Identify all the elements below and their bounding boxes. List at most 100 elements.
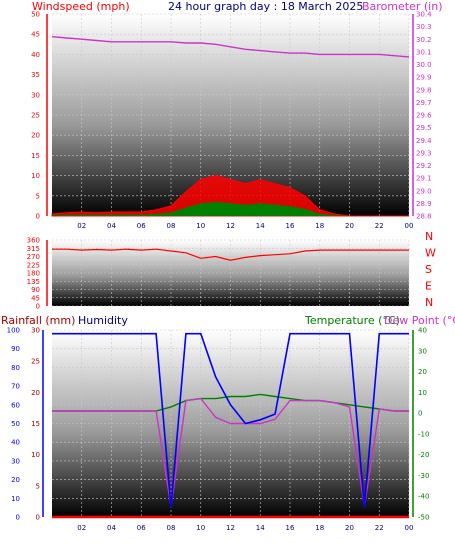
barometer-tick-label: 30.2	[416, 36, 432, 44]
wind-barometer-marks	[51, 36, 410, 217]
x-tick-label: 20	[345, 222, 354, 230]
barometer-tick-label: 30.3	[416, 23, 432, 31]
windspeed-y-axis: 0 5 10 15 20 25 30 35 40 45 50	[31, 11, 48, 221]
windspeed-tick-label: 35	[31, 71, 40, 79]
barometer-tick-label: 29.5	[416, 124, 432, 132]
windspeed-tick-label: 25	[31, 112, 40, 120]
temperature-tick-label: -50	[418, 514, 429, 522]
barometer-series	[51, 36, 410, 58]
barometer-tick-label: 29.4	[416, 137, 432, 145]
humidity-axis-label: Humidity	[78, 314, 128, 327]
direction-tick-label: 180	[27, 270, 40, 278]
x-tick-label: 00	[405, 524, 414, 532]
temperature-tick-label: 30	[418, 347, 427, 355]
humidity-tick-label: 25	[31, 358, 40, 366]
windspeed-tick-label: 30	[31, 91, 40, 99]
x-tick-label: 14	[256, 524, 265, 532]
rainfall-tick-label: 80	[11, 364, 20, 372]
x-tick-label: 02	[77, 222, 86, 230]
x-tick-label: 02	[77, 524, 86, 532]
barometer-tick-label: 29.0	[416, 187, 432, 195]
x-tick-label: 06	[137, 524, 146, 532]
compass-label: N	[425, 296, 433, 309]
windspeed-tick-label: 0	[36, 213, 40, 221]
humidity-temp-marks	[52, 332, 409, 519]
x-tick-label: 16	[286, 222, 295, 230]
x-tick-label: 00	[405, 222, 414, 230]
windspeed-series	[51, 175, 409, 217]
barometer-tick-label: 29.7	[416, 99, 432, 107]
x-tick-label: 14	[256, 222, 265, 230]
rainfall-tick-label: 10	[11, 495, 20, 503]
direction-tick-label: 0	[36, 303, 40, 311]
barometer-axis-label: Barometer (in)	[362, 0, 443, 13]
direction-tick-label: 135	[27, 278, 40, 286]
x-tick-label: 10	[196, 524, 205, 532]
temperature-tick-label: 0	[418, 410, 422, 418]
x-tick-label: 08	[167, 524, 176, 532]
temperature-tick-label: -40	[418, 493, 429, 501]
temperature-axis-label: Temperature (°C)	[304, 314, 400, 327]
x-tick-label: 06	[137, 222, 146, 230]
x-tick-label: 16	[286, 524, 295, 532]
dewpoint-series	[52, 397, 409, 507]
rainfall-tick-label: 0	[16, 514, 20, 522]
rainfall-tick-label: 90	[11, 345, 20, 353]
wind-x-axis: 02 04 06 08 10 12 14 16 18 20 22 00	[77, 222, 413, 230]
rainfall-y-axis: 0 10 20 30 40 50 60 70 80 90 100	[7, 327, 20, 522]
compass-label: E	[425, 280, 432, 293]
rainfall-tick-label: 30	[11, 457, 20, 465]
direction-tick-label: 270	[27, 253, 40, 261]
x-tick-label: 18	[315, 222, 324, 230]
barometer-tick-label: 28.9	[416, 200, 432, 208]
wind-grid	[52, 13, 410, 217]
humidity-tick-label: 15	[31, 420, 40, 428]
barometer-tick-label: 29.8	[416, 86, 432, 94]
wind-average-fill	[52, 201, 409, 216]
barometer-tick-label: 29.9	[416, 74, 432, 82]
x-tick-label: 10	[196, 222, 205, 230]
windspeed-tick-label: 10	[31, 172, 40, 180]
temperature-tick-label: -20	[418, 451, 429, 459]
humidity-tick-label: 20	[31, 389, 40, 397]
rainfall-tick-label: 40	[11, 439, 20, 447]
dewpoint-axis-label: Dew Point (°C)	[384, 314, 455, 327]
windspeed-tick-label: 40	[31, 51, 40, 59]
x-tick-label: 22	[375, 524, 384, 532]
graph-title: 24 hour graph day : 18 March 2025	[168, 0, 363, 13]
x-tick-label: 12	[226, 222, 235, 230]
humidity-x-axis: 02 04 06 08 10 12 14 16 18 20 22 00	[77, 524, 413, 532]
humidity-series	[52, 332, 409, 508]
temperature-tick-label: -10	[418, 430, 429, 438]
windspeed-tick-label: 50	[31, 11, 40, 19]
temperature-y-axis: -50 -40 -30 -20 -10 0 10 20 30 40	[418, 327, 429, 522]
humidity-tick-label: 30	[31, 327, 40, 335]
x-tick-label: 12	[226, 524, 235, 532]
rainfall-tick-label: 100	[7, 327, 20, 335]
compass-label: W	[425, 247, 436, 260]
barometer-tick-label: 30.0	[416, 61, 432, 69]
direction-tick-label: 225	[27, 261, 40, 269]
x-tick-label: 18	[315, 524, 324, 532]
direction-tick-label: 360	[27, 237, 40, 245]
windspeed-tick-label: 45	[31, 31, 40, 39]
barometer-tick-label: 29.2	[416, 162, 432, 170]
compass-label: N	[425, 230, 433, 243]
wind-direction-series	[52, 248, 409, 261]
humidity-y-axis: 0 5 10 15 20 25 30	[31, 327, 40, 522]
temperature-tick-label: 20	[418, 368, 427, 376]
windspeed-axis-label: Windspeed (mph)	[32, 0, 130, 13]
barometer-tick-label: 30.4	[416, 11, 432, 19]
windspeed-tick-label: 20	[31, 132, 40, 140]
direction-grid	[52, 239, 410, 307]
barometer-tick-label: 29.3	[416, 149, 432, 157]
barometer-tick-label: 30.1	[416, 48, 432, 56]
rainfall-tick-label: 70	[11, 383, 20, 391]
temperature-tick-label: 10	[418, 389, 427, 397]
rainfall-tick-label: 50	[11, 420, 20, 428]
temperature-tick-label: 40	[418, 327, 427, 335]
rainfall-tick-label: 60	[11, 401, 20, 409]
